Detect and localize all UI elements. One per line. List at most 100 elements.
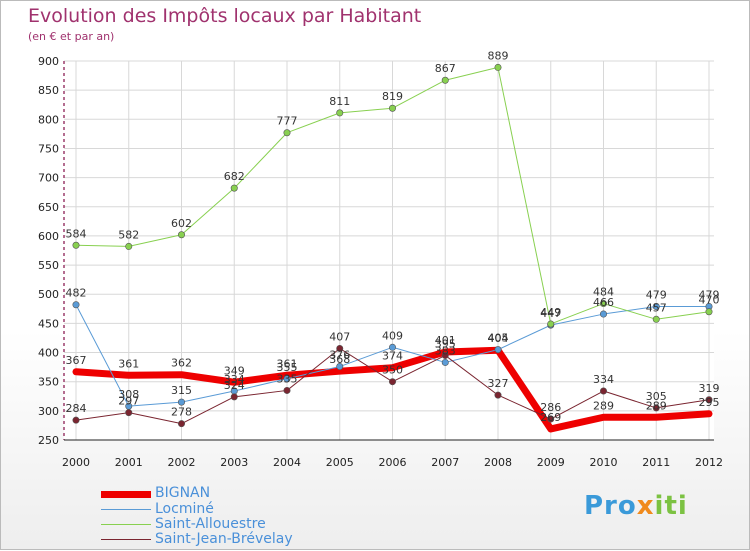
- data-point-saint-jean-br-velay: [547, 415, 555, 423]
- data-label-bignan: 401: [435, 334, 456, 347]
- x-tick-label: 2003: [220, 456, 248, 469]
- data-label-locmin-: 376: [329, 349, 350, 362]
- data-point-saint-allouestre: [125, 242, 133, 250]
- legend-swatch-locmine: [101, 509, 151, 510]
- data-point-saint-jean-br-velay: [230, 393, 238, 401]
- data-point-saint-allouestre: [547, 320, 555, 328]
- x-tick-label: 2010: [590, 456, 618, 469]
- data-label-bignan: 269: [540, 411, 561, 424]
- legend-label-bignan: BIGNAN: [155, 485, 211, 501]
- data-label-locmin-: 479: [699, 288, 720, 301]
- series-line-bignan: [72, 346, 713, 433]
- data-point-locmin-: [494, 346, 502, 354]
- legend-label-locmine: Locminé: [155, 501, 214, 517]
- data-point-locmin-: [336, 363, 344, 371]
- data-label-bignan: 289: [593, 399, 614, 412]
- data-label-bignan: 361: [118, 357, 139, 370]
- data-point-saint-allouestre: [230, 184, 238, 192]
- data-point-saint-jean-br-velay: [178, 420, 186, 428]
- data-label-saint-jean-br-velay: 327: [488, 377, 509, 390]
- proxiti-logo: Proxiti: [584, 491, 688, 521]
- x-tick-label: 2001: [115, 456, 143, 469]
- y-tick-label: 450: [38, 317, 59, 330]
- data-label-saint-allouestre: 457: [646, 301, 667, 314]
- y-tick-label: 600: [38, 230, 59, 243]
- y-tick-label: 250: [38, 434, 59, 447]
- data-label-locmin-: 482: [66, 287, 87, 300]
- data-label-saint-jean-br-velay: 297: [118, 395, 139, 408]
- data-label-locmin-: 315: [171, 384, 192, 397]
- data-label-saint-allouestre: 889: [488, 49, 509, 62]
- legend-swatch-saint-allouestre: [101, 524, 151, 525]
- chart-title: Evolution des Impôts locaux par Habitant: [28, 5, 422, 27]
- x-tick-label: 2004: [273, 456, 301, 469]
- data-label-saint-jean-br-velay: 286: [540, 401, 561, 414]
- y-tick-label: 850: [38, 84, 59, 97]
- data-label-saint-jean-br-velay: 335: [277, 372, 298, 385]
- data-label-locmin-: 383: [435, 344, 456, 357]
- legend-swatch-bignan: [101, 491, 151, 498]
- data-label-saint-allouestre: 682: [224, 170, 245, 183]
- y-tick-label: 350: [38, 376, 59, 389]
- y-tick-label: 650: [38, 201, 59, 214]
- data-label-locmin-: 447: [540, 307, 561, 320]
- data-label-locmin-: 466: [593, 296, 614, 309]
- data-label-saint-jean-br-velay: 407: [329, 330, 350, 343]
- legend-swatch-saint-jean-brevelay: [101, 539, 151, 540]
- x-tick-label: 2006: [379, 456, 407, 469]
- data-label-saint-allouestre: 484: [593, 286, 614, 299]
- data-label-saint-jean-br-velay: 278: [171, 406, 192, 419]
- x-tick-label: 2008: [484, 456, 512, 469]
- data-label-saint-allouestre: 582: [118, 228, 139, 241]
- data-label-saint-jean-br-velay: 395: [435, 337, 456, 350]
- data-point-saint-jean-br-velay: [336, 344, 344, 352]
- data-point-saint-jean-br-velay: [652, 404, 660, 412]
- legend-label-saint-jean-brevelay: Saint-Jean-Brévelay: [155, 531, 293, 547]
- data-label-locmin-: 355: [277, 361, 298, 374]
- data-point-saint-allouestre: [494, 63, 502, 71]
- data-label-saint-allouestre: 867: [435, 62, 456, 75]
- data-label-saint-allouestre: 602: [171, 217, 192, 230]
- y-tick-label: 750: [38, 142, 59, 155]
- data-point-saint-allouestre: [336, 109, 344, 117]
- data-label-saint-allouestre: 819: [382, 90, 403, 103]
- data-point-saint-allouestre: [72, 241, 80, 249]
- y-tick-label: 800: [38, 113, 59, 126]
- x-tick-label: 2011: [642, 456, 670, 469]
- data-point-saint-jean-br-velay: [283, 386, 291, 394]
- data-point-saint-jean-br-velay: [441, 351, 449, 359]
- data-point-saint-jean-br-velay: [494, 391, 502, 399]
- data-label-saint-jean-br-velay: 284: [66, 402, 87, 415]
- data-label-bignan: 295: [699, 396, 720, 409]
- x-tick-label: 2002: [168, 456, 196, 469]
- x-tick-label: 2005: [326, 456, 354, 469]
- data-label-bignan: 374: [382, 350, 403, 363]
- x-tick-label: 2012: [695, 456, 723, 469]
- data-label-saint-jean-br-velay: 334: [593, 373, 614, 386]
- data-point-saint-jean-br-velay: [388, 378, 396, 386]
- data-label-saint-jean-br-velay: 319: [699, 382, 720, 395]
- data-point-saint-jean-br-velay: [72, 416, 80, 424]
- data-point-saint-allouestre: [388, 104, 396, 112]
- data-label-bignan: 349: [224, 364, 245, 377]
- data-label-locmin-: 479: [646, 288, 667, 301]
- data-label-locmin-: 334: [224, 373, 245, 386]
- data-label-saint-allouestre: 584: [66, 227, 87, 240]
- data-label-saint-allouestre: 470: [699, 294, 720, 307]
- x-tick-label: 2000: [62, 456, 90, 469]
- data-label-saint-allouestre: 811: [329, 95, 350, 108]
- data-point-saint-allouestre: [705, 308, 713, 316]
- y-tick-label: 700: [38, 172, 59, 185]
- data-point-locmin-: [441, 358, 449, 366]
- data-label-locmin-: 405: [488, 332, 509, 345]
- data-label-bignan: 362: [171, 357, 192, 370]
- data-label-locmin-: 409: [382, 329, 403, 342]
- y-tick-label: 550: [38, 259, 59, 272]
- data-label-bignan: 289: [646, 399, 667, 412]
- data-point-saint-allouestre: [652, 315, 660, 323]
- data-label-saint-jean-br-velay: 350: [382, 364, 403, 377]
- y-tick-label: 400: [38, 347, 59, 360]
- y-tick-label: 900: [38, 55, 59, 68]
